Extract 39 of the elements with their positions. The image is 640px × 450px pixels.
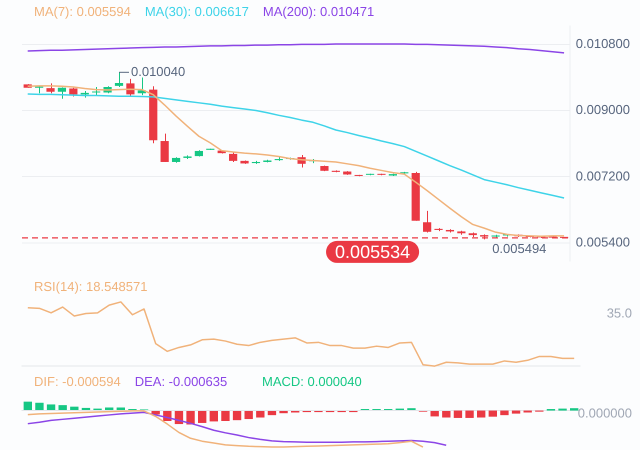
bar (244, 410, 253, 420)
text: 35.0 (606, 306, 632, 321)
candlestick (160, 133, 169, 162)
annotation: 0.010040 (131, 64, 186, 79)
bar (488, 410, 497, 417)
bar (465, 410, 474, 418)
y-tick-label: 0.009000 (576, 102, 630, 118)
bar (500, 410, 509, 416)
series-label: MACD: 0.000040 (262, 374, 362, 389)
series-label: DEA: -0.000635 (134, 374, 228, 389)
text: MA(7): 0.005594 (34, 4, 131, 19)
bar (70, 406, 78, 411)
series-label: DIF: -0.000594 (34, 374, 121, 389)
bar (442, 410, 450, 418)
bar (24, 402, 32, 411)
bar (512, 410, 520, 414)
y-tick-label: 0.010800 (576, 36, 630, 51)
candlestick (46, 82, 55, 94)
candlestick (138, 76, 146, 96)
series-label: RSI(14): 18.548571 (34, 279, 148, 294)
y-tick-label: 0.007200 (576, 168, 630, 184)
bar (210, 410, 218, 422)
annotation: 0.000000 (578, 406, 632, 421)
bar (58, 405, 67, 411)
series-label: MA(200): 0.010471 (262, 4, 374, 19)
bar (477, 410, 486, 418)
y-tick-label: 0.005400 (576, 234, 630, 250)
candlestick (114, 72, 124, 88)
bar (221, 410, 230, 421)
candlestick (229, 152, 238, 162)
bar (430, 410, 439, 416)
text: MA(30): 0.006617 (144, 4, 249, 19)
bar (256, 410, 264, 418)
bar (570, 408, 578, 411)
bar (454, 410, 462, 418)
ref-line-label: 0.005534 (335, 242, 410, 262)
candlestick (423, 210, 432, 234)
annotation: 0.005494 (492, 240, 546, 256)
bar (198, 410, 206, 423)
